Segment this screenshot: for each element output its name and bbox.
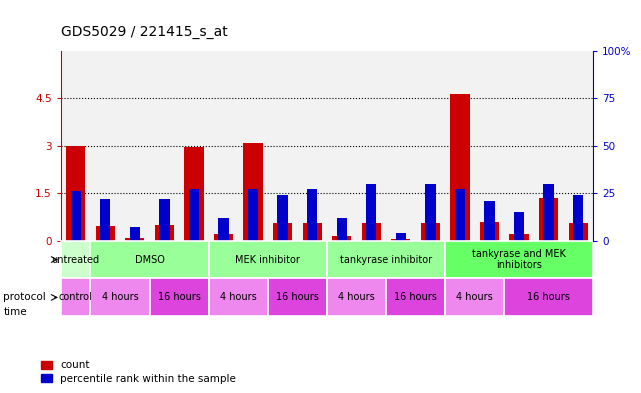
Bar bbox=[420, 223, 440, 241]
Bar bbox=[480, 222, 499, 241]
Bar bbox=[362, 223, 381, 241]
Text: untreated: untreated bbox=[52, 255, 100, 264]
Bar bbox=[61, 241, 90, 279]
Bar bbox=[356, 51, 386, 241]
Bar bbox=[149, 51, 179, 241]
Bar bbox=[268, 279, 327, 316]
Bar bbox=[100, 199, 110, 241]
Bar bbox=[66, 146, 85, 241]
Bar bbox=[303, 223, 322, 241]
Bar bbox=[307, 189, 317, 241]
Bar bbox=[209, 279, 268, 316]
Bar bbox=[366, 184, 376, 241]
Bar bbox=[534, 51, 563, 241]
Text: GDS5029 / 221415_s_at: GDS5029 / 221415_s_at bbox=[61, 25, 228, 39]
Bar bbox=[238, 51, 268, 241]
Text: 4 hours: 4 hours bbox=[220, 292, 256, 303]
Text: time: time bbox=[3, 307, 27, 318]
Bar bbox=[125, 239, 144, 241]
Bar bbox=[214, 234, 233, 241]
Bar bbox=[159, 199, 169, 241]
Bar bbox=[445, 51, 475, 241]
Bar bbox=[475, 51, 504, 241]
Bar bbox=[563, 51, 593, 241]
Bar bbox=[71, 191, 81, 241]
Bar bbox=[573, 195, 583, 241]
Bar bbox=[454, 189, 465, 241]
Text: DMSO: DMSO bbox=[135, 255, 165, 264]
Text: 16 hours: 16 hours bbox=[276, 292, 319, 303]
Bar bbox=[61, 279, 90, 316]
Bar bbox=[337, 218, 347, 241]
Bar bbox=[327, 241, 445, 279]
Bar bbox=[61, 51, 90, 241]
Bar bbox=[415, 51, 445, 241]
Text: 4 hours: 4 hours bbox=[456, 292, 493, 303]
Bar bbox=[96, 226, 115, 241]
Bar bbox=[386, 51, 415, 241]
Text: control: control bbox=[59, 292, 92, 303]
Bar bbox=[188, 189, 199, 241]
Bar bbox=[90, 279, 149, 316]
Bar bbox=[120, 51, 149, 241]
Bar bbox=[268, 51, 297, 241]
Bar bbox=[332, 236, 351, 241]
Bar bbox=[185, 147, 203, 241]
Legend: count, percentile rank within the sample: count, percentile rank within the sample bbox=[37, 356, 240, 388]
Bar bbox=[544, 184, 554, 241]
Text: tankyrase and MEK
inhibitors: tankyrase and MEK inhibitors bbox=[472, 249, 566, 270]
Bar bbox=[219, 218, 229, 241]
Bar bbox=[569, 223, 588, 241]
Bar bbox=[514, 212, 524, 241]
Bar bbox=[129, 227, 140, 241]
Bar bbox=[504, 51, 534, 241]
Bar bbox=[278, 195, 288, 241]
Bar bbox=[386, 279, 445, 316]
Bar bbox=[297, 51, 327, 241]
Text: tankyrase inhibitor: tankyrase inhibitor bbox=[340, 255, 432, 264]
Bar bbox=[179, 51, 209, 241]
Bar bbox=[209, 51, 238, 241]
Text: protocol: protocol bbox=[3, 292, 46, 302]
Bar bbox=[149, 279, 209, 316]
Bar bbox=[154, 225, 174, 241]
Text: 4 hours: 4 hours bbox=[102, 292, 138, 303]
Bar bbox=[425, 184, 435, 241]
Bar bbox=[273, 223, 292, 241]
Bar bbox=[510, 234, 529, 241]
Bar bbox=[327, 279, 386, 316]
Bar bbox=[209, 241, 327, 279]
Bar bbox=[539, 198, 558, 241]
Bar bbox=[248, 189, 258, 241]
Text: 16 hours: 16 hours bbox=[527, 292, 570, 303]
Bar bbox=[485, 201, 495, 241]
Bar bbox=[90, 241, 209, 279]
Bar bbox=[504, 279, 593, 316]
Text: 16 hours: 16 hours bbox=[394, 292, 437, 303]
Bar bbox=[445, 279, 504, 316]
Bar bbox=[395, 233, 406, 241]
Bar bbox=[445, 241, 593, 279]
Bar bbox=[391, 239, 410, 241]
Bar bbox=[90, 51, 120, 241]
Bar bbox=[244, 143, 263, 241]
Text: 4 hours: 4 hours bbox=[338, 292, 375, 303]
Text: 16 hours: 16 hours bbox=[158, 292, 201, 303]
Bar bbox=[327, 51, 356, 241]
Text: MEK inhibitor: MEK inhibitor bbox=[235, 255, 300, 264]
Bar bbox=[451, 94, 469, 241]
